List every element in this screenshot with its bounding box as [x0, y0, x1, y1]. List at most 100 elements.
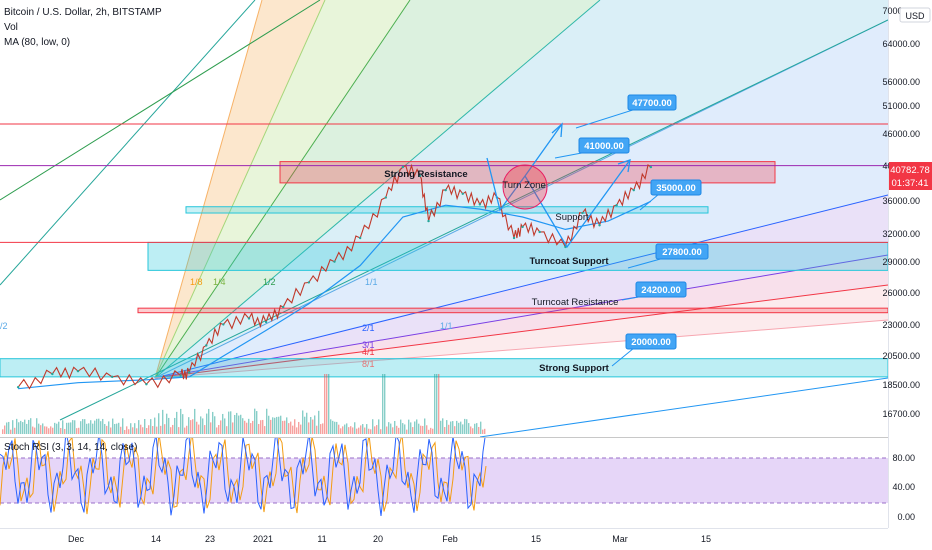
volume-bar — [336, 421, 338, 434]
volume-bar — [210, 422, 212, 434]
volume-bar — [148, 425, 150, 434]
volume-bar — [18, 422, 20, 434]
volume-bar — [434, 374, 436, 434]
price-point — [76, 369, 80, 373]
price-point — [358, 236, 362, 240]
price-point — [581, 211, 584, 215]
volume-bar — [330, 419, 332, 434]
volume-bar — [310, 417, 312, 434]
volume-bar — [268, 415, 270, 434]
volume-bar — [154, 417, 156, 434]
target-box — [578, 137, 630, 154]
volume-bar — [94, 420, 96, 434]
stoch-band — [0, 458, 888, 503]
volume-bar — [214, 416, 216, 434]
volume-bar — [70, 422, 72, 434]
volume-bar — [398, 427, 400, 434]
time-tick-label: Mar — [612, 534, 628, 544]
volume-bar — [48, 428, 50, 434]
stoch-k-line — [0, 438, 486, 516]
volume-bar — [442, 418, 444, 434]
currency-button[interactable] — [899, 7, 931, 23]
fan-label: /2 — [0, 321, 8, 331]
volume-bar — [234, 414, 236, 434]
volume-bar — [72, 420, 74, 434]
volume-bar — [104, 424, 106, 434]
volume-bar — [338, 424, 340, 434]
stoch-label: Stoch RSI (3, 3, 14, 14, close) — [4, 442, 137, 453]
volume-bar — [108, 421, 110, 434]
volume-bar — [216, 427, 218, 434]
volume-bar — [462, 424, 464, 434]
volume-bar — [68, 422, 70, 434]
price-point — [384, 196, 387, 199]
target-label: 35000.00 — [656, 183, 696, 194]
volume-bar — [74, 420, 76, 434]
zone-strong-support — [0, 358, 888, 378]
volume-bar — [126, 426, 128, 434]
volume-bar — [452, 421, 454, 434]
current-price-tag — [889, 162, 932, 190]
volume-bar — [196, 421, 198, 434]
volume-bar — [416, 419, 418, 434]
fan-label: 1/1 — [440, 321, 453, 331]
vol-label: Vol — [4, 22, 18, 33]
volume-bar — [334, 421, 336, 434]
volume-bar — [264, 426, 266, 434]
volume-bar — [190, 420, 192, 434]
price-point — [521, 225, 524, 229]
volume-bar — [238, 415, 240, 434]
price-point — [427, 219, 430, 223]
volume-bar — [282, 420, 284, 434]
price-tick-label: 20500.00 — [882, 351, 920, 361]
volume-bar — [464, 418, 466, 434]
volume-bar — [314, 415, 316, 434]
volume-bar — [392, 427, 394, 434]
fan-label: 1/2 — [263, 277, 276, 287]
volume-bar — [444, 427, 446, 434]
volume-bar — [482, 429, 484, 434]
volume-bar — [32, 426, 34, 434]
chart-title: Bitcoin / U.S. Dollar, 2h, BITSTAMP — [4, 7, 162, 18]
volume-bar — [288, 423, 290, 434]
volume-bar — [92, 423, 94, 434]
volume-bar — [372, 419, 374, 434]
volume-bar — [440, 420, 442, 434]
volume-bar — [342, 426, 344, 434]
trendline-blue-lower — [479, 377, 888, 437]
volume-bar — [186, 425, 188, 434]
volume-bar — [484, 428, 486, 434]
volume-bar — [78, 427, 80, 434]
volume-bar — [382, 374, 384, 434]
trendline-green-1 — [0, 0, 256, 286]
volume-bar — [212, 411, 214, 434]
volume-bar — [304, 416, 306, 434]
volume-bar — [360, 425, 362, 434]
volume-bar — [66, 422, 68, 434]
volume-bar — [358, 427, 360, 434]
price-point — [512, 236, 516, 240]
volume-bar — [356, 428, 358, 434]
ma-line — [18, 200, 652, 390]
volume-bar — [430, 427, 432, 434]
price-line — [17, 163, 652, 390]
volume-bar — [324, 374, 326, 434]
target-pointer — [575, 108, 637, 129]
volume-bar — [42, 423, 44, 434]
price-tick-label: 46000.00 — [882, 129, 920, 139]
volume-bar — [374, 426, 376, 434]
volume-bar — [202, 418, 204, 434]
price-tick-label: 32000.00 — [882, 229, 920, 239]
volume-bar — [352, 427, 354, 434]
volume-bar — [454, 426, 456, 434]
volume-bar — [246, 422, 248, 434]
volume-bar — [76, 428, 78, 434]
fan-label: 2/1 — [362, 323, 375, 333]
volume-bar — [250, 423, 252, 434]
volume-bar — [410, 422, 412, 434]
volume-bar — [166, 413, 168, 434]
price-point — [205, 344, 208, 347]
volume-bar — [178, 427, 180, 434]
volume-bar — [470, 426, 472, 434]
volume-bar — [400, 419, 402, 434]
